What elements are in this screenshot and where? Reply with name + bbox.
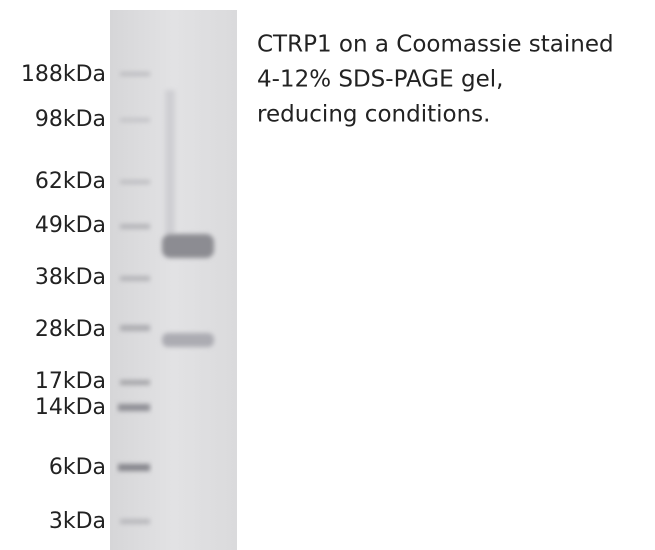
page: 188kDa 98kDa 62kDa 49kDa 38kDa 28kDa 17k… [0, 0, 655, 550]
caption-line: 4-12% SDS-PAGE gel, [257, 67, 503, 93]
marker-labels: 188kDa 98kDa 62kDa 49kDa 38kDa 28kDa 17k… [21, 62, 106, 534]
caption-line: reducing conditions. [257, 102, 490, 128]
marker-label: 17kDa [35, 369, 106, 394]
caption-line: CTRP1 on a Coomassie stained [257, 32, 614, 58]
marker-label: 49kDa [35, 213, 106, 238]
caption: CTRP1 on a Coomassie stained 4-12% SDS-P… [257, 32, 614, 128]
marker-label: 14kDa [35, 395, 106, 420]
marker-label: 28kDa [35, 317, 106, 342]
marker-label: 3kDa [49, 509, 106, 534]
marker-label: 98kDa [35, 107, 106, 132]
marker-label: 188kDa [21, 62, 106, 87]
marker-label: 38kDa [35, 265, 106, 290]
gel-figure: 188kDa 98kDa 62kDa 49kDa 38kDa 28kDa 17k… [0, 0, 655, 550]
marker-label: 6kDa [49, 455, 106, 480]
marker-label: 62kDa [35, 169, 106, 194]
